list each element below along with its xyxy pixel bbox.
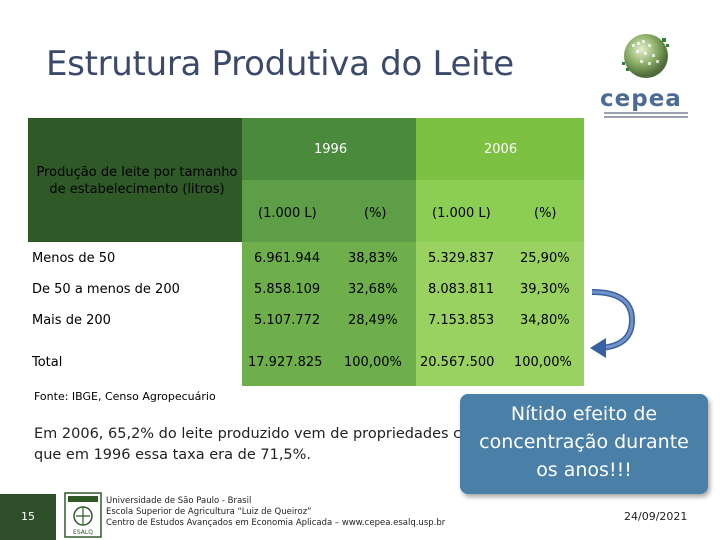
row2-p2006: 39,30%: [520, 282, 570, 297]
callout-line-1: Nítido efeito de: [510, 403, 658, 425]
row-label-menos-50: Menos de 50: [32, 251, 116, 266]
body-2006-bg: [416, 242, 584, 386]
year-2006: 2006: [484, 142, 518, 157]
sub-header-2006-volume: (1.000 L): [432, 206, 491, 221]
row-header-bg: [28, 118, 242, 242]
row1-v1996: 6.961.944: [254, 251, 321, 266]
row-label-total: Total: [32, 355, 63, 370]
callout-box: Nítido efeito de concentração durante os…: [460, 394, 708, 494]
row1-p2006: 25,90%: [520, 251, 570, 266]
row-label-50-200: De 50 a menos de 200: [32, 282, 180, 297]
sub-header-1996-pct: (%): [364, 206, 387, 221]
callout-line-3: os anos!!!: [536, 459, 632, 481]
production-table: Produção de leite por tamanho de estabel…: [28, 118, 584, 386]
row2-v1996: 5.858.109: [254, 282, 321, 297]
total-p2006: 100,00%: [514, 355, 572, 370]
body-1996-bg: [242, 242, 416, 386]
footer-line-3: Centro de Estudos Avançados em Economia …: [106, 518, 446, 528]
footer-institution: Universidade de São Paulo - Brasil Escol…: [106, 496, 445, 529]
total-v1996: 17.927.825: [248, 355, 323, 370]
row3-v2006: 7.153.853: [428, 313, 495, 328]
source-note: Fonte: IBGE, Censo Agropecuário: [34, 390, 216, 403]
footer-line-2: Escola Superior de Agricultura “Luiz de …: [106, 507, 312, 517]
logo-subtitle-lines: [604, 112, 688, 118]
total-v2006: 20.567.500: [420, 355, 495, 370]
row2-p1996: 32,68%: [348, 282, 398, 297]
row-label-mais-200: Mais de 200: [32, 313, 111, 328]
cycle-arrow-icon: [590, 289, 636, 358]
callout-line-2: concentração durante: [479, 431, 689, 453]
row-header-line1: Produção de leite por tamanho de estabel…: [36, 165, 238, 197]
sub-2006-bg: [416, 180, 584, 242]
sub-1996-bg: [242, 180, 416, 242]
cepea-logo: cepea: [598, 28, 690, 120]
cepea-wordmark: cepea: [600, 86, 682, 112]
esalq-crest-icon: ESALQ: [64, 492, 102, 538]
slide-title: Estrutura Produtiva do Leite: [46, 44, 514, 84]
footer-date: 24/09/2021: [624, 510, 688, 523]
body-line-1: Em 2006, 65,2% do leite produzido vem de…: [34, 426, 462, 442]
row2-v2006: 8.083.811: [428, 282, 495, 297]
row1-v2006: 5.329.837: [428, 251, 495, 266]
sub-header-2006-pct: (%): [534, 206, 557, 221]
row1-p1996: 38,83%: [348, 251, 398, 266]
esalq-logo: ESALQ: [64, 492, 102, 538]
total-p1996: 100,00%: [344, 355, 402, 370]
sub-header-1996-volume: (1.000 L): [258, 206, 317, 221]
body-text: Em 2006, 65,2% do leite produzido vem de…: [34, 424, 484, 466]
globe-icon: [622, 34, 669, 78]
svg-text:ESALQ: ESALQ: [73, 529, 93, 536]
footer-line-1: Universidade de São Paulo - Brasil: [106, 496, 252, 506]
row3-p2006: 34,80%: [520, 313, 570, 328]
body-line-2: que em 1996 essa taxa era de 71,5%.: [34, 447, 312, 463]
row3-p1996: 28,49%: [348, 313, 398, 328]
year-1996: 1996: [314, 142, 348, 157]
page-number: 15: [0, 494, 56, 540]
rows-label-bg: [28, 242, 242, 386]
row3-v1996: 5.107.772: [254, 313, 321, 328]
